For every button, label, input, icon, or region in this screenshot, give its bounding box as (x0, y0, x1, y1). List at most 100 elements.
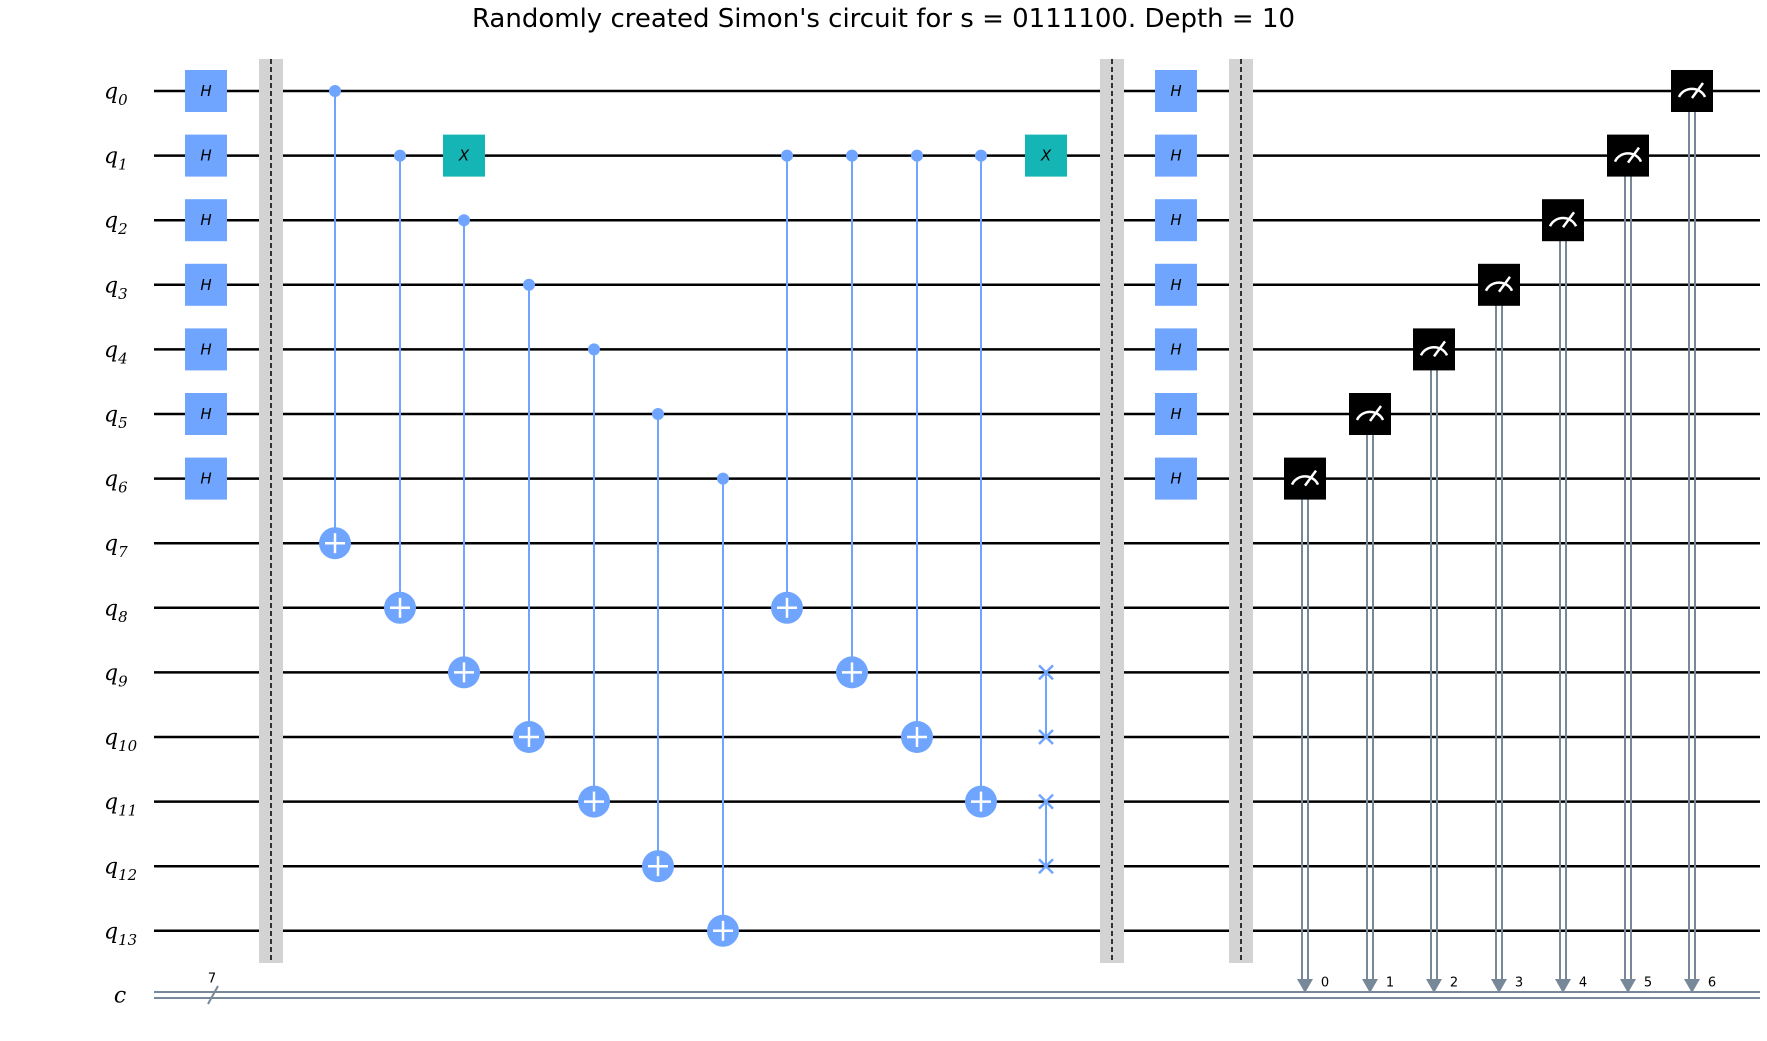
measure-0-meter-needle (1303, 469, 1318, 487)
cnot-1-control-dot (394, 149, 406, 162)
h-gate-2-q1-box (1155, 134, 1197, 177)
measure-6-meter-arc (1677, 87, 1707, 98)
measure-5-arrow (1620, 979, 1636, 993)
qubit-label-q11: q11 (104, 790, 137, 820)
qubit-label-q7: q7 (104, 532, 128, 562)
measure-2-arrow (1426, 979, 1442, 993)
qubit-label-q8: q8 (104, 596, 128, 626)
h-gate-1-q6-box (185, 457, 227, 500)
h-gate-1-q4-box (185, 328, 227, 371)
qubit-label-q9: q9 (104, 661, 128, 691)
measure-4-arrow (1555, 979, 1571, 993)
measure-5-meter-arc (1613, 152, 1643, 163)
h-gate-2-q6-box (1155, 457, 1197, 500)
x-gate-2-label: X (1040, 147, 1052, 165)
measure-1-meter-needle (1368, 405, 1383, 422)
swap-1-cross-1b (1038, 858, 1054, 875)
h-gate-1-q2-label: H (200, 211, 211, 229)
measure-2-meter-arc (1419, 346, 1449, 356)
x-gate-1-box (443, 134, 485, 177)
measure-1-arrow (1362, 979, 1378, 993)
qubit-label-q4: q4 (104, 338, 128, 368)
h-gate-1-q2-box (185, 199, 227, 242)
h-gate-1-q3-box (185, 263, 227, 306)
measure-2-meter-needle (1432, 340, 1447, 358)
measure-3-arrow (1491, 979, 1507, 993)
x-gate-1-label: X (458, 147, 470, 165)
h-gate-1-q6-label: H (200, 470, 211, 488)
cnot-9-control-dot (911, 149, 923, 162)
measure-0-box (1284, 457, 1326, 500)
h-gate-1-q5-box (185, 393, 227, 435)
h-gate-1-q1-label: H (200, 147, 211, 165)
measure-5-box (1607, 134, 1649, 177)
cnot-4-control-dot (588, 343, 600, 356)
qubit-label-q10: q10 (104, 726, 138, 756)
h-gate-1-q0-box (185, 70, 227, 112)
measure-bit-label-5: 5 (1644, 976, 1652, 991)
cnot-3-control-dot (523, 278, 535, 291)
qubit-label-q3: q3 (104, 273, 128, 303)
cnot-7-control-dot (781, 149, 793, 162)
qubit-label-q12: q12 (104, 855, 137, 885)
measure-6-meter-needle (1690, 82, 1705, 99)
measure-0-meter-arc (1290, 475, 1320, 486)
measure-3-box (1478, 263, 1520, 306)
measure-bit-label-1: 1 (1386, 976, 1394, 991)
measure-5-meter-needle (1626, 146, 1641, 164)
qubit-label-q6: q6 (104, 467, 128, 497)
swap-0-cross-0b (1038, 664, 1054, 681)
measure-6-arrow (1684, 979, 1700, 993)
cnot-10-control-dot (975, 149, 987, 162)
measure-bit-label-0: 0 (1321, 976, 1329, 991)
cnot-5-control-dot (652, 408, 664, 420)
swap-1-cross-0b (1038, 793, 1054, 810)
x-gate-2-box (1025, 134, 1067, 177)
h-gate-2-q0-box (1155, 70, 1197, 112)
cnot-0-control-dot (329, 85, 341, 97)
cnot-8-control-dot (846, 149, 858, 162)
h-gate-2-q3-box (1155, 263, 1197, 306)
h-gate-2-q4-label: H (1170, 340, 1181, 358)
qubit-label-q5: q5 (104, 403, 128, 433)
measure-bit-label-4: 4 (1579, 976, 1587, 991)
h-gate-2-q5-box (1155, 393, 1197, 435)
qubit-label-q13: q13 (104, 919, 137, 949)
register-size-label: 7 (208, 972, 216, 987)
h-gate-1-q5-label: H (200, 405, 211, 423)
measure-3-meter-arc (1484, 281, 1514, 292)
h-gate-1-q3-label: H (200, 276, 211, 294)
qubit-label-q1: q1 (104, 144, 128, 174)
h-gate-1-q4-label: H (200, 340, 211, 358)
measure-2-box (1413, 328, 1455, 371)
h-gate-2-q1-label: H (1170, 147, 1181, 165)
h-gate-2-q4-box (1155, 328, 1197, 371)
measure-4-meter-arc (1548, 216, 1578, 227)
measure-bit-label-3: 3 (1515, 976, 1523, 991)
cnot-6-control-dot (717, 472, 729, 485)
qubit-label-q2: q2 (104, 209, 128, 239)
measure-6-box (1671, 70, 1713, 112)
h-gate-1-q1-box (185, 134, 227, 177)
h-gate-2-q5-label: H (1170, 405, 1181, 423)
register-size-slash (207, 985, 219, 1005)
swap-0-cross-1b (1038, 729, 1054, 745)
cnot-2-control-dot (458, 214, 470, 227)
h-gate-2-q2-label: H (1170, 211, 1181, 229)
qubit-label-q0: q0 (104, 80, 128, 110)
classical-register-label: c (114, 984, 126, 1009)
h-gate-2-q6-label: H (1170, 470, 1181, 488)
diagram-title: Randomly created Simon's circuit for s =… (471, 4, 1296, 34)
measure-1-box (1349, 393, 1391, 435)
measure-3-meter-needle (1497, 276, 1512, 293)
measure-4-meter-needle (1561, 211, 1576, 228)
h-gate-2-q0-label: H (1170, 82, 1181, 100)
h-gate-1-q0-label: H (200, 82, 211, 100)
measure-bit-label-6: 6 (1708, 976, 1716, 991)
measure-1-meter-arc (1355, 410, 1385, 421)
measure-bit-label-2: 2 (1450, 976, 1458, 991)
h-gate-2-q3-label: H (1170, 276, 1181, 294)
measure-4-box (1542, 199, 1584, 242)
measure-0-arrow (1297, 979, 1313, 993)
